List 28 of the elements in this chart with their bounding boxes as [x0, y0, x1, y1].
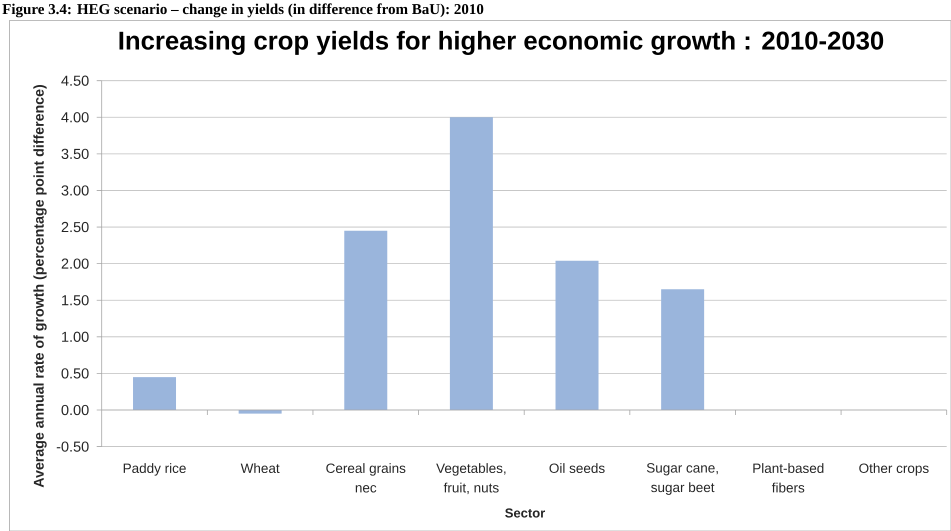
bar: [344, 230, 388, 410]
chart-title: Increasing crop yields for higher economic growth : 2010-2030: [119, 30, 884, 55]
y-tick-label: 0.50: [62, 368, 89, 379]
bar: [133, 377, 176, 410]
y-axis-title: Average annual rate of growth (percentage point difference): [33, 84, 47, 488]
x-tick-label: Paddy rice: [124, 463, 186, 476]
bar: [661, 289, 704, 410]
y-tick-label: 2.50: [62, 222, 89, 232]
y-tick-label: 4.50: [61, 76, 89, 86]
x-tick-label: Sugar cane, sugar beet: [646, 463, 718, 495]
y-tick-label: 1.00: [62, 332, 89, 342]
x-tick-label: Oil seeds: [550, 463, 605, 474]
y-tick-label: 0.00: [62, 404, 89, 416]
y-tick-label: 3.50: [62, 148, 89, 159]
x-tick-label: Cereal grains nec: [326, 463, 406, 493]
x-tick-label: Vegetables, fruit, nuts: [436, 463, 506, 494]
bar: [556, 260, 599, 410]
y-tick-label: -0.50: [56, 441, 89, 452]
x-tick-label: Other crops: [859, 463, 929, 476]
bar: [450, 117, 493, 410]
y-tick-label: 1.50: [62, 295, 89, 306]
y-tick-label: 2.00: [62, 258, 89, 269]
x-tick-label: Wheat: [240, 463, 280, 474]
x-axis-title: Sector: [505, 508, 546, 518]
y-tick-label: 3.00: [62, 185, 89, 196]
y-tick-label: 4.00: [61, 112, 89, 122]
caption: Figure 3.4: HEG scenario – change in yields (in difference from BaU): 2010: [2, 3, 484, 18]
x-tick-label: Plant-based fibers: [753, 463, 824, 493]
